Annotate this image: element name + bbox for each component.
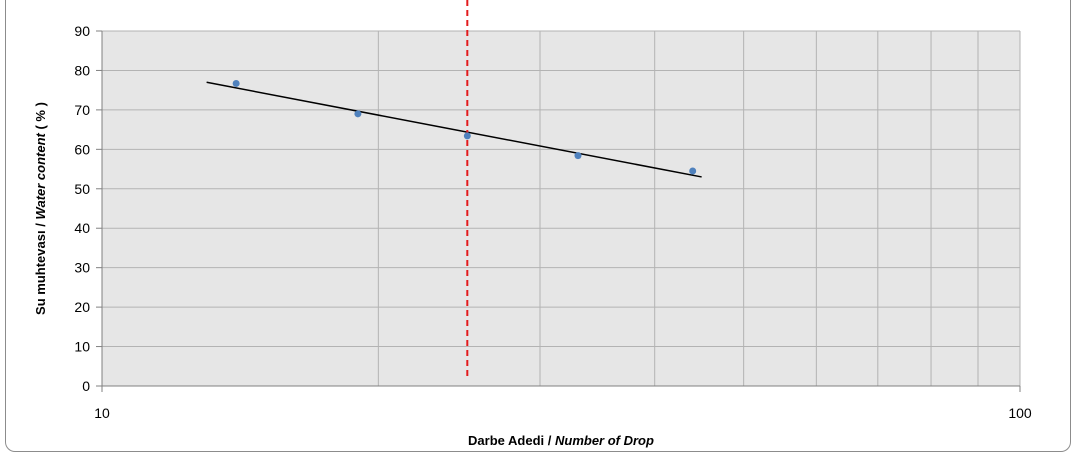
data-point <box>232 79 240 87</box>
data-point <box>689 167 697 175</box>
y-tick-label: 70 <box>74 102 90 118</box>
y-tick-label: 80 <box>74 62 90 78</box>
data-point <box>354 110 362 118</box>
data-points <box>232 79 697 175</box>
y-tick-label: 10 <box>74 339 90 355</box>
y-tick-label: 40 <box>74 220 90 236</box>
y-axis-title-italic: Water content <box>33 132 48 219</box>
trendline <box>206 81 702 178</box>
y-tick-label: 90 <box>74 23 90 39</box>
y-axis-title-suffix: ( % ) <box>33 102 48 133</box>
y-tick-label: 50 <box>74 181 90 197</box>
axes <box>96 30 1021 392</box>
x-tick-label: 10 <box>94 405 110 421</box>
y-axis-title-main: Su muhtevası / <box>33 220 48 315</box>
y-tick-label: 60 <box>74 141 90 157</box>
data-point <box>574 152 582 160</box>
x-axis-title-main: Darbe Adedi / <box>468 433 555 448</box>
y-tick-label: 30 <box>74 260 90 276</box>
grid <box>102 30 1021 386</box>
x-axis-title: Darbe Adedi / Number of Drop <box>468 433 654 448</box>
data-point <box>463 132 471 140</box>
y-axis-title: Su muhtevası / Water content ( % ) <box>33 102 48 315</box>
plot-area <box>102 31 1020 386</box>
y-tick-label: 0 <box>82 378 90 394</box>
x-tick-label: 100 <box>1008 405 1032 421</box>
x-axis-title-italic: Number of Drop <box>555 433 654 448</box>
y-tick-label: 20 <box>74 299 90 315</box>
trendline-group <box>206 81 702 178</box>
